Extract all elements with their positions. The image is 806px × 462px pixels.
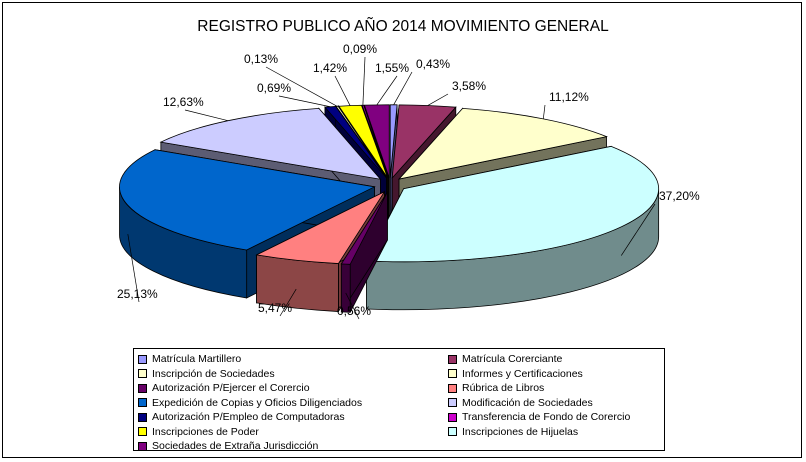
legend-item: Autorización P/Ejercer el Corercio (138, 381, 448, 396)
data-label: 0,13% (244, 52, 278, 66)
leader-line (393, 71, 413, 105)
legend-item: Inscripciones de Hijuelas (448, 425, 658, 440)
legend-swatch (138, 369, 147, 379)
legend-label: Modificación de Sociedades (462, 396, 593, 409)
data-label: 37,20% (659, 189, 700, 203)
leader-line (427, 93, 449, 106)
data-label: 1,42% (313, 61, 347, 75)
legend-item: Autorización P/Empleo de Computadoras (138, 410, 448, 425)
legend-swatch (138, 398, 147, 408)
legend-swatch (138, 427, 147, 437)
legend-swatch (138, 383, 147, 393)
chart-title: REGISTRO PUBLICO AÑO 2014 MOVIMIENTO GEN… (197, 18, 609, 35)
legend-swatch (448, 354, 457, 364)
legend-swatch (448, 383, 457, 393)
leader-line (184, 109, 229, 122)
legend-swatch (448, 427, 457, 437)
legend-item: Rúbrica de Libros (448, 381, 658, 396)
leader-line (334, 75, 351, 106)
leader-line (620, 203, 656, 256)
legend-swatch (138, 412, 147, 422)
legend-label: Autorización P/Empleo de Computadoras (152, 411, 345, 424)
data-label: 0,69% (257, 81, 291, 95)
data-label: 3,58% (452, 79, 486, 93)
legend-item: Inscripciones de Poder (138, 425, 448, 440)
legend-label: Rúbrica de Libros (462, 382, 545, 395)
legend-label: Inscripciones de Poder (152, 425, 259, 438)
data-label: 12,63% (163, 95, 204, 109)
legend-label: Inscripción de Sociedades (152, 367, 275, 380)
legend-label: Autorización P/Ejercer el Corercio (152, 382, 310, 395)
legend-item: Transferencia de Fondo de Corercio (448, 410, 658, 425)
data-label: 11,12% (549, 90, 589, 104)
data-label: 5,47% (258, 301, 292, 315)
pie-slice (255, 190, 386, 313)
data-label: 0,43% (416, 57, 450, 71)
legend-item: Expedición de Copias y Oficios Diligenci… (138, 396, 448, 411)
legend-item: Matrícula Corerciante (448, 352, 658, 367)
leader-line (362, 56, 366, 106)
leader-line (279, 288, 297, 317)
data-label: 25,13% (117, 287, 158, 301)
leader-line (127, 234, 140, 303)
data-label: 0,56% (337, 304, 371, 318)
legend-item: Modificación de Sociedades (448, 396, 658, 411)
legend-label: Transferencia de Fondo de Corercio (462, 411, 631, 424)
legend-swatch (448, 369, 457, 379)
leader-line (376, 75, 398, 106)
leader-line (345, 292, 360, 320)
leader-line (542, 104, 546, 119)
legend-label: Matrícula Corerciante (462, 353, 563, 366)
legend-item: Inscripción de Sociedades (138, 367, 448, 382)
legend-item: Matrícula Martillero (138, 352, 448, 367)
legend-item: Sociedades de Extraña Jurisdicción (138, 439, 448, 454)
leader-line (278, 95, 331, 108)
legend-label: Matrícula Martillero (152, 353, 242, 366)
legend-label: Informes y Certificaciones (462, 367, 583, 380)
leader-line (265, 66, 338, 107)
pie-slice (365, 145, 660, 311)
data-label: 0,09% (343, 42, 377, 56)
legend-label: Expedición de Copias y Oficios Diligenci… (152, 396, 363, 409)
chart-legend: Matrícula Martillero Matrícula Corerciant… (133, 348, 665, 454)
legend-item: Informes y Certificaciones (448, 367, 658, 382)
data-label: 1,55% (375, 61, 409, 75)
pie-slice (340, 190, 388, 314)
legend-swatch (138, 354, 147, 364)
legend-swatch (448, 398, 457, 408)
legend-swatch (138, 441, 147, 451)
legend-label: Inscripciones de Hijuelas (462, 425, 579, 438)
legend-label: Sociedades de Extraña Jurisdicción (152, 440, 319, 453)
legend-swatch (448, 412, 457, 422)
